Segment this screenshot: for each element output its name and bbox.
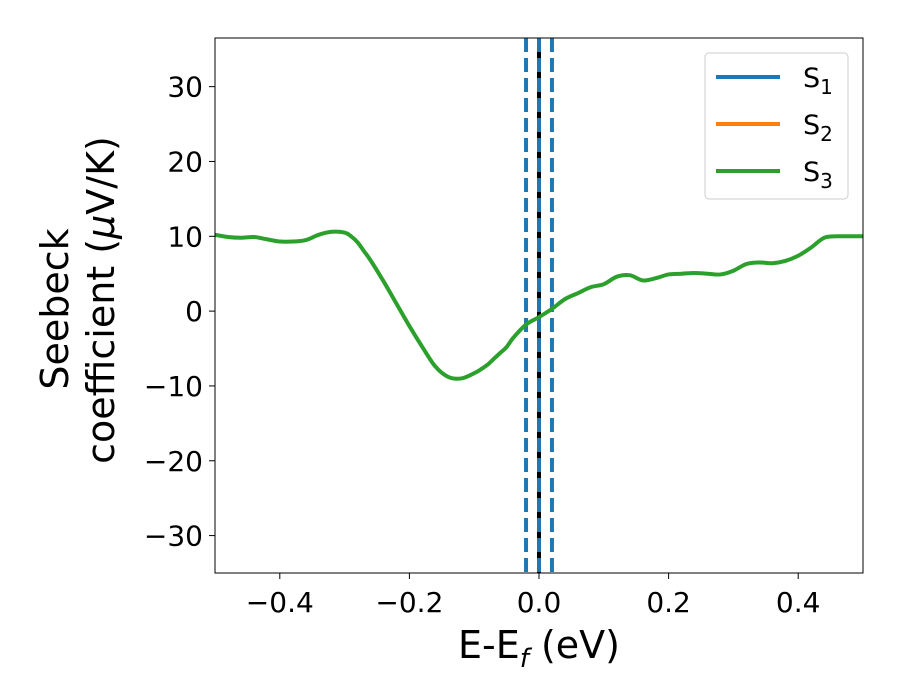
legend: S1 S2 S3 <box>704 52 849 200</box>
y-tick-label: 30 <box>167 71 203 104</box>
y-axis-label: Seebeck coefficient (μV/K) <box>33 136 123 464</box>
legend-label-s3: S3 <box>803 157 833 193</box>
series-line-s3 <box>215 229 863 381</box>
y-tick-label: 0 <box>185 295 203 328</box>
y-tick-label: 20 <box>167 145 203 178</box>
x-tick-label: 0.0 <box>517 586 562 619</box>
y-tick-label: 10 <box>167 220 203 253</box>
y-tick-label: −10 <box>144 370 203 403</box>
legend-label-s1: S1 <box>803 63 833 99</box>
y-axis-label-line2: coefficient (μV/K) <box>79 136 123 464</box>
y-axis: −30 −20 −10 0 10 20 30 <box>144 71 215 553</box>
x-tick-label: 0.2 <box>646 586 691 619</box>
x-tick-label: −0.4 <box>246 586 314 619</box>
x-tick-label: 0.4 <box>776 586 821 619</box>
x-axis-label: E-Ef (eV) <box>458 623 620 674</box>
x-axis: −0.4 −0.2 0.0 0.2 0.4 <box>246 573 821 619</box>
legend-label-s2: S2 <box>803 110 833 146</box>
y-tick-label: −20 <box>144 445 203 478</box>
y-axis-label-line1: Seebeck <box>33 228 77 389</box>
reference-lines <box>524 38 554 573</box>
y-tick-label: −30 <box>144 520 203 553</box>
data-series <box>215 229 863 381</box>
x-tick-label: −0.2 <box>375 586 443 619</box>
